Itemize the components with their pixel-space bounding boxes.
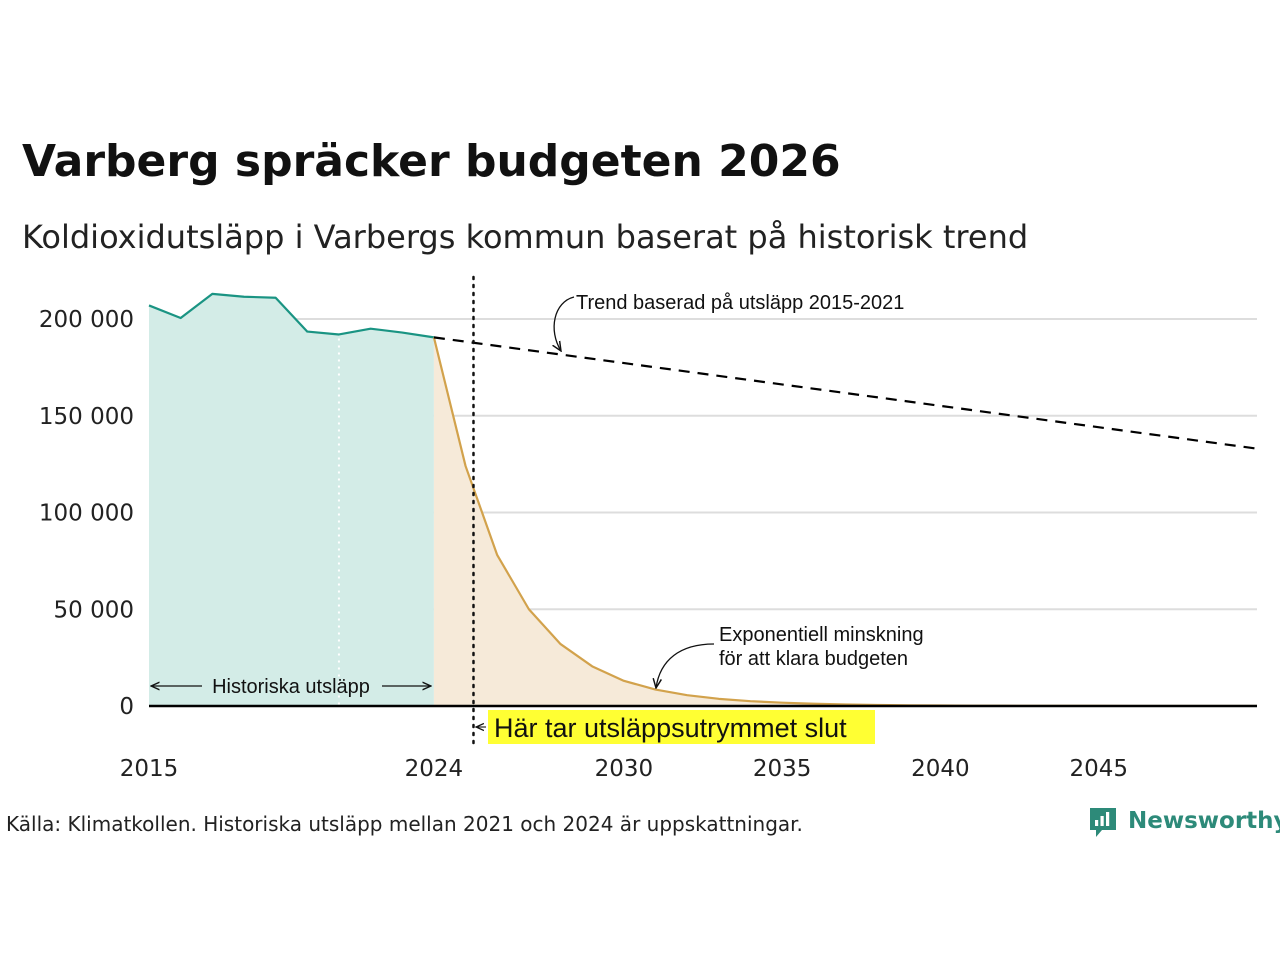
y-tick-label: 100 000 xyxy=(39,501,134,527)
x-tick-label: 2030 xyxy=(595,756,654,782)
newsworthy-logo: Newsworthy xyxy=(1090,808,1280,837)
exp-annotation-arrow xyxy=(656,643,715,688)
newsworthy-brand: Newsworthy xyxy=(1128,808,1280,834)
x-tick-label: 2040 xyxy=(911,756,970,782)
historical-area xyxy=(149,293,434,706)
source-note: Källa: Klimatkollen. Historiska utsläpp … xyxy=(6,812,803,836)
budget-end-label: Här tar utsläppsutrymmet slut xyxy=(494,713,847,743)
y-tick-label: 150 000 xyxy=(39,404,134,430)
areas xyxy=(149,293,1257,706)
budget-end-annotation: Här tar utsläppsutrymmet slut xyxy=(476,710,875,744)
y-tick-label: 200 000 xyxy=(39,307,134,333)
y-tick-label: 50 000 xyxy=(54,597,134,623)
x-tick-label: 2045 xyxy=(1069,756,1128,782)
trend-line xyxy=(433,336,1258,450)
trend-annotation: Trend baserad på utsläpp 2015-2021 xyxy=(554,292,904,351)
exp-annotation: Exponentiell minskning för att klara bud… xyxy=(656,624,924,688)
exp-annotation-line1: Exponentiell minskning xyxy=(719,624,924,646)
chart-subtitle: Koldioxidutsläpp i Varbergs kommun baser… xyxy=(22,218,1028,256)
budget-end-highlight xyxy=(488,710,875,744)
axes: 0 50 000 100 000 150 000 200 000 2015 2024 2030… xyxy=(39,307,1257,782)
x-tick-label: 2035 xyxy=(753,756,812,782)
historical-line xyxy=(148,292,435,339)
exp-annotation-line2: för att klara budgeten xyxy=(719,648,908,670)
trend-annotation-label: Trend baserad på utsläpp 2015-2021 xyxy=(576,292,904,314)
chart-title: Varberg spräcker budgeten 2026 xyxy=(22,136,841,187)
newsworthy-icon xyxy=(1090,808,1116,837)
x-tick-label: 2024 xyxy=(405,756,464,782)
historical-annotation-label: Historiska utsläpp xyxy=(212,676,370,698)
budget-area xyxy=(433,337,1257,706)
trend-annotation-arrow xyxy=(554,296,575,351)
y-tick-label: 0 xyxy=(119,694,134,720)
markers xyxy=(337,275,475,747)
historical-annotation: Historiska utsläpp xyxy=(151,676,431,698)
x-tick-label: 2015 xyxy=(120,756,179,782)
